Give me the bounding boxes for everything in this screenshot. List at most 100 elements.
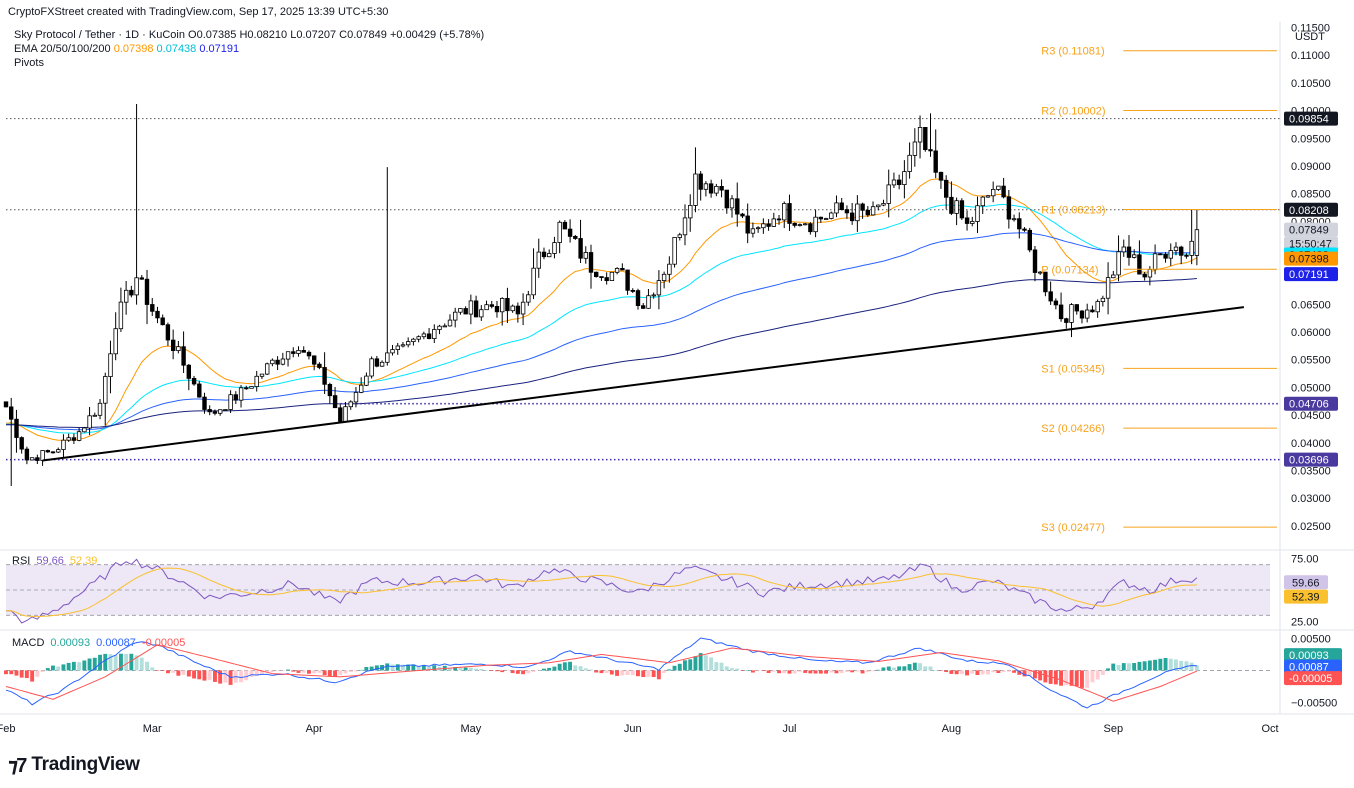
candle[interactable]: [254, 370, 259, 392]
candle[interactable]: [703, 181, 709, 197]
candle[interactable]: [881, 199, 886, 207]
candle[interactable]: [682, 204, 688, 246]
candle[interactable]: [259, 373, 265, 380]
candle[interactable]: [395, 342, 400, 355]
candle[interactable]: [280, 352, 286, 366]
candle[interactable]: [510, 304, 515, 313]
candle[interactable]: [594, 271, 599, 278]
candle[interactable]: [291, 347, 296, 358]
candle[interactable]: [327, 382, 333, 404]
candle[interactable]: [991, 181, 996, 203]
candle[interactable]: [808, 222, 813, 235]
candle[interactable]: [35, 454, 40, 465]
candle[interactable]: [1189, 209, 1194, 265]
candle[interactable]: [526, 290, 531, 306]
candle[interactable]: [688, 194, 693, 232]
candle[interactable]: [949, 181, 954, 216]
candle[interactable]: [103, 372, 108, 426]
candle[interactable]: [374, 355, 380, 368]
candle[interactable]: [756, 226, 761, 233]
candle[interactable]: [656, 270, 662, 310]
candle[interactable]: [1074, 304, 1079, 315]
candle[interactable]: [1105, 262, 1111, 315]
candle[interactable]: [139, 275, 144, 280]
candle[interactable]: [829, 211, 834, 220]
candle[interactable]: [787, 194, 792, 231]
candle[interactable]: [557, 220, 562, 254]
candle[interactable]: [996, 185, 1001, 191]
candle[interactable]: [1043, 271, 1048, 297]
candle[interactable]: [1022, 227, 1027, 232]
candle[interactable]: [3, 401, 9, 408]
candle[interactable]: [364, 372, 369, 387]
candle[interactable]: [750, 222, 756, 238]
candle[interactable]: [264, 362, 270, 376]
candle[interactable]: [82, 426, 87, 433]
candle[interactable]: [1179, 245, 1184, 265]
candle[interactable]: [129, 285, 134, 298]
candle[interactable]: [1126, 235, 1132, 266]
candle[interactable]: [876, 204, 881, 211]
candle[interactable]: [1001, 177, 1006, 199]
candle[interactable]: [912, 128, 918, 167]
candle[interactable]: [468, 294, 474, 325]
candle[interactable]: [599, 276, 604, 281]
candle[interactable]: [202, 392, 207, 414]
candle[interactable]: [275, 356, 280, 371]
candle[interactable]: [865, 206, 870, 217]
candle[interactable]: [285, 351, 291, 367]
candle[interactable]: [928, 113, 933, 157]
candle[interactable]: [635, 288, 641, 310]
candle[interactable]: [353, 386, 359, 408]
candle[interactable]: [719, 179, 724, 198]
ascending-trendline[interactable]: [42, 306, 1245, 462]
candle[interactable]: [724, 189, 729, 214]
candle[interactable]: [244, 385, 249, 390]
candle[interactable]: [813, 209, 818, 238]
candle[interactable]: [667, 256, 672, 283]
candle[interactable]: [437, 324, 442, 335]
candle[interactable]: [1011, 214, 1017, 222]
candle[interactable]: [870, 201, 876, 216]
candle[interactable]: [855, 195, 860, 232]
candle[interactable]: [1079, 310, 1085, 324]
candle[interactable]: [850, 202, 855, 225]
candle[interactable]: [541, 247, 547, 260]
candle[interactable]: [92, 412, 97, 417]
candle[interactable]: [385, 167, 390, 366]
candle[interactable]: [118, 287, 124, 332]
candle[interactable]: [897, 174, 902, 190]
candle[interactable]: [14, 409, 19, 453]
candle[interactable]: [552, 236, 557, 259]
pivots-legend[interactable]: Pivots: [14, 57, 44, 69]
symbol-legend[interactable]: Sky Protocol / Tether · 1D · KuCoin O0.0…: [14, 29, 484, 41]
candle[interactable]: [1163, 252, 1168, 263]
candle[interactable]: [1069, 303, 1074, 338]
rsi-line[interactable]: [5, 558, 1198, 624]
candle[interactable]: [56, 447, 61, 453]
candle[interactable]: [834, 195, 839, 218]
candle[interactable]: [217, 409, 223, 416]
candle[interactable]: [985, 194, 991, 198]
rsi-pane[interactable]: RSI 59.66 52.39: [5, 555, 1270, 624]
candle[interactable]: [452, 307, 458, 328]
candle[interactable]: [740, 212, 745, 219]
candle[interactable]: [693, 147, 698, 213]
candle[interactable]: [923, 127, 928, 152]
candle[interactable]: [980, 196, 985, 215]
candle[interactable]: [426, 327, 432, 340]
candle[interactable]: [197, 380, 202, 398]
candle[interactable]: [1111, 270, 1116, 279]
candle[interactable]: [1032, 245, 1038, 282]
candle[interactable]: [641, 303, 646, 309]
candle[interactable]: [97, 398, 103, 420]
candle[interactable]: [771, 212, 776, 227]
candle[interactable]: [479, 305, 484, 321]
candle[interactable]: [494, 300, 500, 318]
tradingview-logo[interactable]: ⁊7 TradingView: [8, 753, 140, 777]
candle[interactable]: [578, 219, 583, 263]
candle[interactable]: [1053, 298, 1059, 310]
candle[interactable]: [803, 223, 808, 226]
candle[interactable]: [823, 217, 829, 220]
candle[interactable]: [729, 195, 735, 218]
